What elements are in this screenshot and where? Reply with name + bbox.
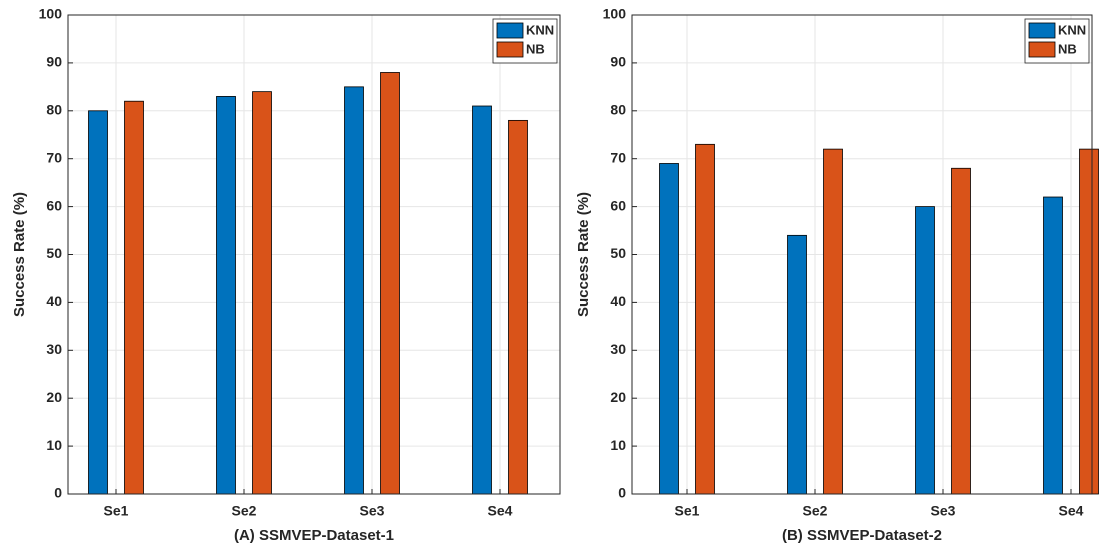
bar [472, 105, 492, 495]
y-axis-label: Success Rate (%) [11, 192, 28, 317]
y-tick-label: 50 [46, 245, 62, 261]
legend-label: NB [1058, 41, 1077, 56]
y-tick-label: 30 [46, 341, 62, 357]
x-tick-label: Se4 [488, 503, 513, 519]
y-tick-label: 0 [618, 485, 626, 501]
y-tick-label: 90 [610, 54, 626, 70]
x-tick-label: Se4 [1059, 503, 1084, 519]
x-axis-label: (B) SSMVEP-Dataset-2 [782, 527, 942, 544]
x-tick-label: Se1 [104, 503, 129, 519]
y-tick-label: 10 [610, 437, 626, 453]
bar [88, 110, 108, 495]
y-tick-label: 10 [46, 437, 62, 453]
legend-label: KNN [1058, 22, 1086, 37]
chart: 0 10 20 30 40 50 60 70 80 90 100 Se1 Se2 Se3 Se4 (B) SS… [575, 6, 1099, 544]
legend: KNN NB [1024, 18, 1090, 64]
bar [344, 86, 364, 495]
axes-box [67, 14, 561, 495]
y-axis-label: Success Rate (%) [575, 192, 592, 317]
y-tick-label: 50 [610, 245, 626, 261]
bar [823, 148, 843, 495]
legend: KNN NB [492, 18, 558, 64]
y-tick-label: 70 [46, 149, 62, 165]
legend-swatch [496, 41, 524, 58]
bar [787, 234, 807, 495]
bar [124, 100, 144, 495]
chart: 0 10 20 30 40 50 60 70 80 90 100 Se1 Se2 Se3 Se4 (A) SS… [11, 6, 561, 544]
x-tick-label: Se3 [931, 503, 956, 519]
y-tick-label: 30 [610, 341, 626, 357]
legend-swatch [496, 22, 524, 39]
y-tick-label: 70 [610, 149, 626, 165]
bar [659, 163, 679, 495]
x-tick-label: Se2 [803, 503, 828, 519]
y-tick-label: 80 [610, 102, 626, 118]
y-tick-label: 20 [46, 389, 62, 405]
bar [508, 119, 528, 495]
bar [1079, 148, 1099, 495]
y-tick-label: 60 [610, 197, 626, 213]
y-tick-label: 60 [46, 197, 62, 213]
legend-label: KNN [526, 22, 554, 37]
legend-swatch [1028, 41, 1056, 58]
bar [252, 91, 272, 495]
bar [915, 206, 935, 495]
bar [1043, 196, 1063, 495]
axes-box [631, 14, 1093, 495]
bar [216, 96, 236, 495]
x-tick-label: Se2 [232, 503, 257, 519]
y-tick-label: 40 [610, 293, 626, 309]
y-tick-label: 100 [39, 6, 63, 22]
bar [951, 167, 971, 495]
x-axis-label: (A) SSMVEP-Dataset-1 [234, 527, 394, 544]
bar [380, 72, 400, 495]
y-tick-label: 20 [610, 389, 626, 405]
y-tick-label: 40 [46, 293, 62, 309]
legend-swatch [1028, 22, 1056, 39]
y-tick-label: 0 [54, 485, 62, 501]
legend-label: NB [526, 41, 545, 56]
bar [695, 143, 715, 495]
x-tick-label: Se3 [360, 503, 385, 519]
x-tick-label: Se1 [675, 503, 700, 519]
y-tick-label: 90 [46, 54, 62, 70]
y-tick-label: 80 [46, 102, 62, 118]
y-tick-label: 100 [603, 6, 627, 22]
